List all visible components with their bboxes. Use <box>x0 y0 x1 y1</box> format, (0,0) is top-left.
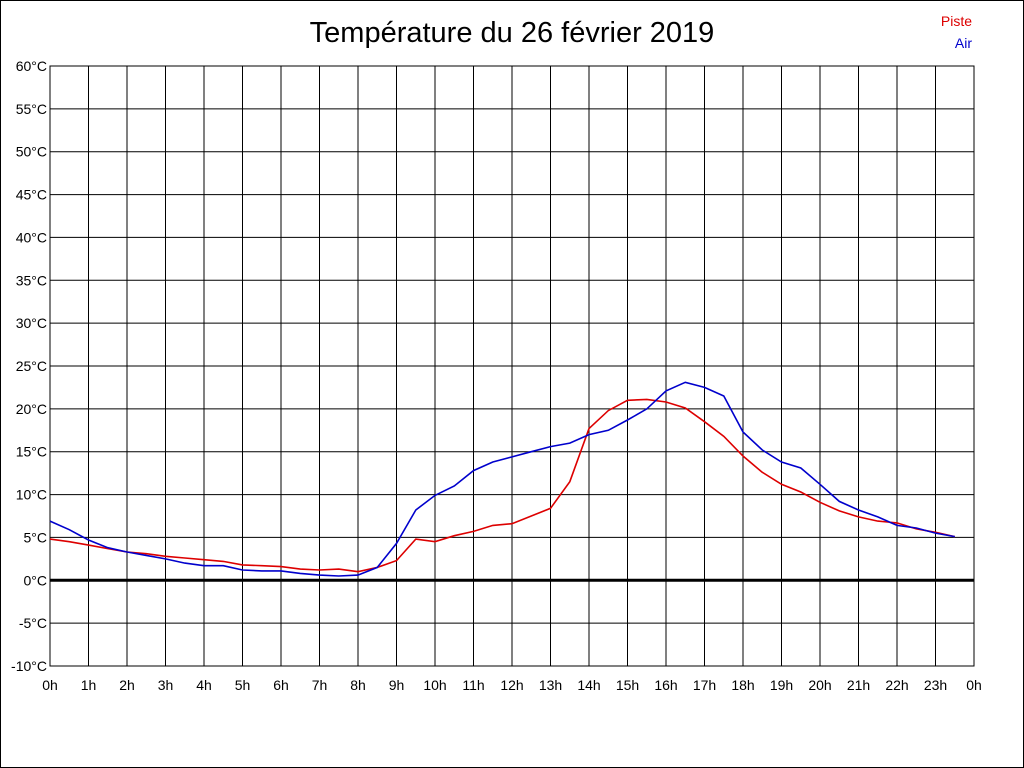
y-tick-label: 0°C <box>24 572 48 588</box>
chart-title: Température du 26 février 2019 <box>309 17 715 49</box>
x-tick-label: 8h <box>350 677 366 693</box>
y-tick-label: 50°C <box>16 144 47 160</box>
y-tick-label: 15°C <box>16 444 47 460</box>
x-tick-label: 13h <box>539 677 562 693</box>
x-tick-label: 23h <box>924 677 947 693</box>
x-tick-label: 19h <box>770 677 793 693</box>
x-tick-label: 11h <box>462 677 484 693</box>
x-tick-label: 17h <box>693 677 716 693</box>
legend-air: Air <box>954 35 972 51</box>
x-tick-label: 4h <box>196 677 212 693</box>
x-tick-label: 9h <box>389 677 405 693</box>
y-tick-label: 55°C <box>16 101 47 117</box>
plot-area <box>49 65 975 667</box>
y-tick-label: 60°C <box>16 58 47 74</box>
x-tick-label: 20h <box>808 677 831 693</box>
x-tick-label: 10h <box>423 677 446 693</box>
x-tick-label: 6h <box>273 677 289 693</box>
series <box>49 381 955 577</box>
y-tick-label: -10°C <box>11 658 47 674</box>
y-tick-label: 35°C <box>16 272 47 288</box>
y-tick-label: 5°C <box>24 529 48 545</box>
x-tick-label: 2h <box>119 677 135 693</box>
x-tick-label: 16h <box>654 677 677 693</box>
y-tick-label: 20°C <box>16 401 47 417</box>
grid <box>49 65 975 667</box>
axes: 0h 1h 2h 3h 4h 5h 6h 7h 8h 9h 10h 11h 12h 13h 14h 15h 16… <box>11 58 982 693</box>
x-tick-label: 7h <box>312 677 328 693</box>
x-tick-label: 15h <box>616 677 639 693</box>
y-tick-label: 30°C <box>16 315 47 331</box>
x-tick-label: 22h <box>885 677 908 693</box>
x-tick-label: 0h <box>966 677 982 693</box>
y-tick-label: -5°C <box>19 615 47 631</box>
y-tick-label: 45°C <box>16 187 47 203</box>
series-line-piste <box>49 398 955 573</box>
series-line-air <box>49 381 955 577</box>
x-tick-label: 3h <box>158 677 174 693</box>
x-tick-label: 18h <box>731 677 754 693</box>
x-tick-label: 21h <box>847 677 870 693</box>
y-tick-label: 10°C <box>16 487 47 503</box>
y-tick-label: 25°C <box>16 358 47 374</box>
x-tick-label: 0h <box>42 677 58 693</box>
x-tick-label: 1h <box>81 677 97 693</box>
legend-piste: Piste <box>940 13 972 29</box>
x-tick-label: 5h <box>235 677 251 693</box>
y-tick-label: 40°C <box>16 229 47 245</box>
x-tick-label: 14h <box>577 677 600 693</box>
x-tick-label: 12h <box>500 677 523 693</box>
